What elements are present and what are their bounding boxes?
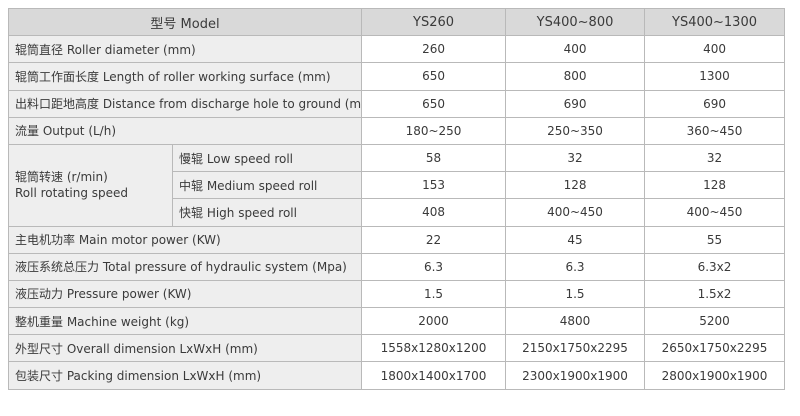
row-label: 出料口距地高度 Distance from discharge hole to …	[7, 89, 363, 118]
cell-value: 2300x1900x1900	[505, 361, 646, 390]
cell-value: 1.5	[505, 279, 646, 309]
model-column-header: YS400~800	[505, 7, 646, 37]
cell-value: 6.3	[505, 252, 646, 281]
cell-value: 2800x1900x1900	[644, 361, 786, 390]
cell-value: 1800x1400x1700	[361, 361, 507, 390]
row-label: 慢辊 Low speed roll	[171, 143, 363, 173]
table-row: 外型尺寸 Overall dimension LxWxH (mm) 1558x1…	[7, 334, 786, 363]
cell-value: 1.5x2	[644, 279, 786, 309]
cell-value: 400	[644, 35, 786, 64]
table-row: 液压动力 Pressure power (KW) 1.5 1.5 1.5x2	[7, 279, 786, 309]
table-row: 辊筒转速 (r/min) Roll rotating speed 慢辊 Low …	[8, 143, 786, 227]
row-label: 整机重量 Machine weight (kg)	[7, 307, 363, 336]
cell-value: 153	[361, 171, 507, 200]
row-label: 外型尺寸 Overall dimension LxWxH (mm)	[7, 334, 363, 363]
table-row: 辊筒直径 Roller diameter (mm) 260 400 400	[7, 35, 786, 64]
cell-value: 400~450	[644, 198, 786, 227]
cell-value: 5200	[644, 307, 786, 336]
cell-value: 650	[361, 89, 507, 118]
cell-value: 2000	[361, 307, 507, 336]
model-header: 型号 Model	[7, 7, 363, 37]
cell-value: 55	[644, 225, 786, 254]
model-column-header: YS260	[361, 7, 507, 37]
cell-value: 32	[505, 143, 646, 173]
cell-value: 128	[644, 171, 786, 200]
cell-value: 690	[644, 89, 786, 118]
cell-value: 32	[644, 143, 786, 173]
row-label: 液压系统总压力 Total pressure of hydraulic syst…	[7, 252, 363, 281]
row-label: 包装尺寸 Packing dimension LxWxH (mm)	[7, 361, 363, 390]
table-row: 中辊 Medium speed roll 153 128 128	[9, 171, 786, 200]
cell-value: 6.3x2	[644, 252, 786, 281]
cell-value: 400	[505, 35, 646, 64]
cell-value: 690	[505, 89, 646, 118]
table-row: 主电机功率 Main motor power (KW) 22 45 55	[7, 225, 786, 254]
cell-value: 180~250	[361, 116, 507, 145]
table-row: 整机重量 Machine weight (kg) 2000 4800 5200	[7, 307, 786, 336]
header-row: 型号 Model YS260 YS400~800 YS400~1300	[7, 7, 786, 37]
cell-value: 45	[505, 225, 646, 254]
table-row: 包装尺寸 Packing dimension LxWxH (mm) 1800x1…	[7, 361, 786, 390]
cell-value: 1558x1280x1200	[361, 334, 507, 363]
row-label: 辊筒直径 Roller diameter (mm)	[7, 35, 363, 64]
row-label: 辊筒工作面长度 Length of roller working surface…	[7, 62, 363, 91]
table-row: 辊筒工作面长度 Length of roller working surface…	[7, 62, 786, 91]
speed-group-label: 辊筒转速 (r/min) Roll rotating speed	[8, 143, 173, 227]
cell-value: 800	[505, 62, 646, 91]
row-label: 中辊 Medium speed roll	[171, 171, 363, 200]
row-label: 流量 Output (L/h)	[7, 116, 363, 145]
cell-value: 400~450	[505, 198, 646, 227]
cell-value: 58	[361, 143, 507, 173]
cell-value: 250~350	[505, 116, 646, 145]
cell-value: 22	[361, 225, 507, 254]
row-label: 主电机功率 Main motor power (KW)	[7, 225, 363, 254]
cell-value: 408	[361, 198, 507, 227]
row-label: 液压动力 Pressure power (KW)	[7, 279, 363, 309]
cell-value: 128	[505, 171, 646, 200]
row-label: 快辊 High speed roll	[171, 198, 363, 227]
cell-value: 1.5	[361, 279, 507, 309]
cell-value: 360~450	[644, 116, 786, 145]
spec-table: 型号 Model YS260 YS400~800 YS400~1300 辊筒直径…	[7, 7, 786, 390]
table-row: 液压系统总压力 Total pressure of hydraulic syst…	[7, 252, 786, 281]
cell-value: 1300	[644, 62, 786, 91]
speed-group-label-en: Roll rotating speed	[15, 186, 129, 201]
cell-value: 260	[361, 35, 507, 64]
cell-value: 2150x1750x2295	[505, 334, 646, 363]
cell-value: 2650x1750x2295	[644, 334, 786, 363]
table-row: 快辊 High speed roll 408 400~450 400~450	[9, 198, 786, 227]
cell-value: 650	[361, 62, 507, 91]
speed-group-label-cn: 辊筒转速 (r/min)	[15, 170, 108, 185]
cell-value: 6.3	[361, 252, 507, 281]
table-row: 出料口距地高度 Distance from discharge hole to …	[7, 89, 786, 118]
model-column-header: YS400~1300	[644, 7, 786, 37]
cell-value: 4800	[505, 307, 646, 336]
table-row: 流量 Output (L/h) 180~250 250~350 360~450	[7, 116, 786, 145]
